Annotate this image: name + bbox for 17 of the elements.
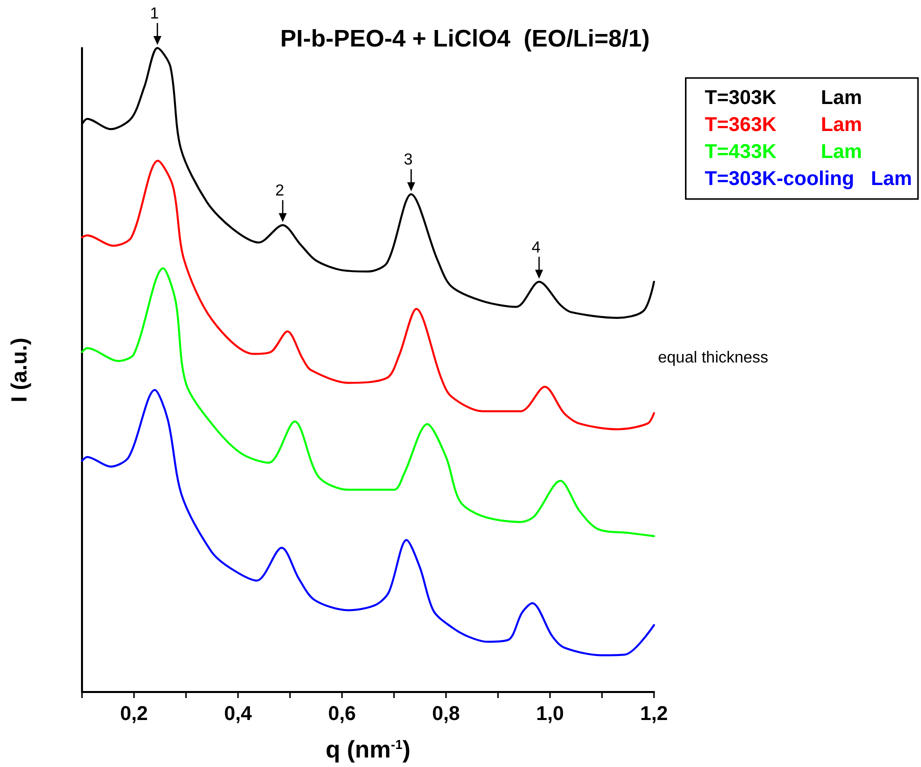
- text: T=433K Lam: [704, 141, 862, 163]
- x-tick-label: 0,4: [224, 703, 253, 725]
- y-axis-title: I (a.u.): [6, 338, 32, 402]
- text: T=303K-cooling Lam: [704, 168, 912, 190]
- annotation: 2: [275, 182, 284, 200]
- annotation: 1: [150, 6, 159, 22]
- x-tick-label: 1,2: [640, 703, 668, 725]
- annotation: 3: [404, 152, 413, 169]
- chart-title: PI-b-PEO-4 + LiClO4 (EO/Li=8/1): [280, 26, 650, 52]
- text: T=303K Lam: [704, 87, 862, 109]
- x-tick-label: 1,0: [536, 703, 564, 725]
- annotation: 4: [532, 239, 541, 256]
- text: T=363K Lam: [704, 114, 862, 136]
- x-tick-label: 0,8: [432, 703, 460, 725]
- text: equal thickness: [658, 350, 768, 366]
- x-tick-label: 0,6: [328, 703, 356, 725]
- x-tick-label: 0,2: [120, 703, 148, 725]
